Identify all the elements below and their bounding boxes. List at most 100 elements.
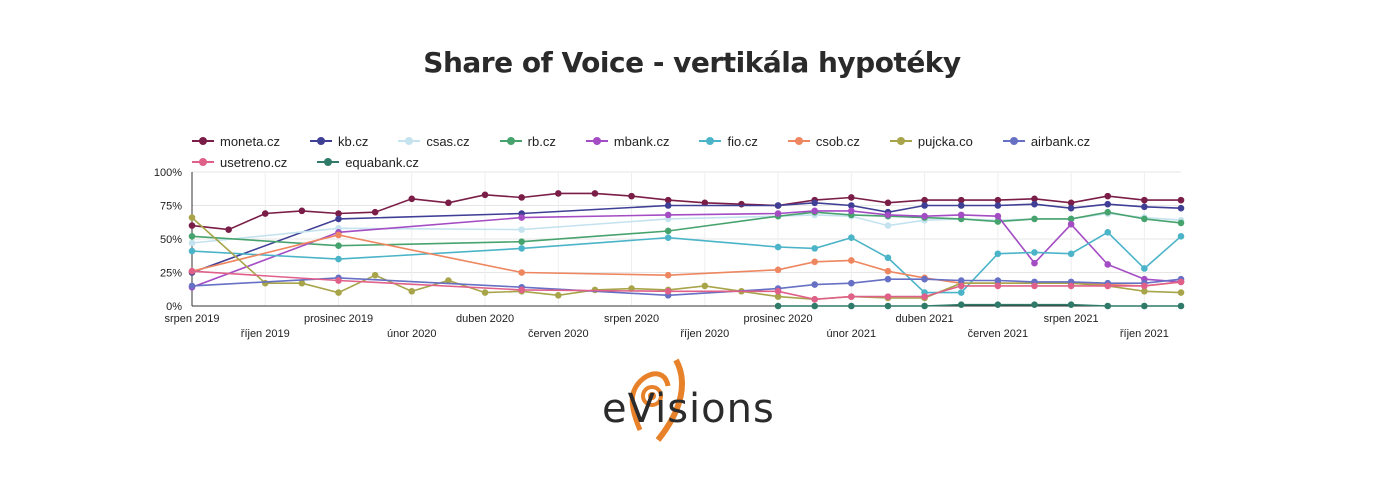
data-point [1141,302,1148,310]
data-point [188,239,196,247]
x-tick-label: srpen 2019 [164,313,219,325]
chart-legend: moneta.cz kb.cz csas.cz rb.cz mbank.cz fio.cz… [192,132,1192,171]
data-point [1031,249,1038,256]
data-point [1141,282,1148,290]
data-point [957,196,965,204]
legend-label: equabank.cz [345,154,419,170]
data-point [1067,204,1075,212]
data-point [774,202,782,209]
data-point [957,211,965,219]
data-point [408,287,416,295]
data-point [664,227,672,235]
data-point [518,226,525,233]
data-point [1141,287,1148,295]
legend-swatch [309,137,332,145]
data-point [1104,192,1112,200]
data-point [261,210,269,217]
data-point [1141,215,1148,223]
data-point [1067,282,1075,290]
data-point [848,234,855,241]
data-point [957,282,965,290]
y-tick-label: 25% [160,268,182,280]
y-tick-label: 75% [160,201,182,213]
data-point [664,196,672,204]
data-point [298,279,306,287]
legend-swatch [585,137,608,145]
data-point [811,245,819,252]
data-point [848,279,855,287]
legend-label: rb.cz [527,133,556,149]
data-point [1104,282,1112,290]
data-point [738,200,745,208]
data-point [1177,289,1185,296]
data-point [1067,220,1075,228]
data-point [445,199,452,207]
data-point [848,194,855,201]
data-point [848,302,855,310]
data-point [884,267,892,275]
data-point [1031,200,1038,208]
data-point [957,301,965,308]
data-point [994,301,1002,308]
series-line [191,270,1182,301]
data-point [774,266,782,274]
x-tick-label: prosinec 2020 [744,313,813,325]
data-point [921,212,928,220]
legend-label: csas.cz [426,133,470,149]
legend-swatch [889,137,912,145]
data-point [664,202,672,209]
data-point [335,231,342,239]
legend-label: usetreno.cz [220,154,288,170]
data-point [408,195,416,203]
data-point [1031,301,1038,308]
data-point [335,242,342,249]
data-point [664,211,672,219]
data-point [1177,204,1185,212]
data-point [848,207,855,215]
x-tick-label: červen 2020 [528,328,589,340]
legend-label: mbank.cz [613,133,670,149]
data-point [994,202,1002,209]
data-point [1067,301,1075,308]
data-point [884,222,892,229]
x-tick-label: prosinec 2019 [304,313,373,325]
data-point [1177,233,1185,240]
data-point [518,269,525,276]
data-point [188,282,196,290]
x-tick-label: únor 2021 [827,328,877,340]
data-point [921,293,928,300]
x-tick-label: srpen 2021 [1044,313,1099,325]
data-point [664,234,672,241]
data-point [225,226,232,233]
logo-mark-icon [629,358,685,442]
data-point [701,199,709,207]
data-point [1104,302,1112,310]
legend-label: pujcka.co [917,133,973,149]
series-line [191,210,1182,288]
series-line [191,211,1182,247]
data-point [1104,208,1112,216]
data-point [1104,261,1112,268]
data-point [848,257,855,264]
legend-item: airbank.cz [1002,132,1090,150]
data-point [848,202,855,209]
legend-item: fio.cz [699,132,758,150]
data-point [1104,200,1112,208]
data-point [481,289,489,296]
legend-swatch [1002,137,1025,145]
data-point [811,207,819,215]
data-point [994,196,1002,204]
data-point [811,302,819,310]
data-point [701,282,709,290]
data-point [1031,215,1038,223]
data-point [884,293,892,300]
legend-label: kb.cz [337,133,369,149]
legend-swatch [699,137,722,145]
data-point [664,287,672,295]
series-line [191,192,1181,231]
x-tick-label: duben 2020 [456,313,514,325]
data-point [774,293,782,300]
legend-item: moneta.cz [192,132,280,150]
data-point [1067,250,1075,258]
data-point [994,282,1002,290]
